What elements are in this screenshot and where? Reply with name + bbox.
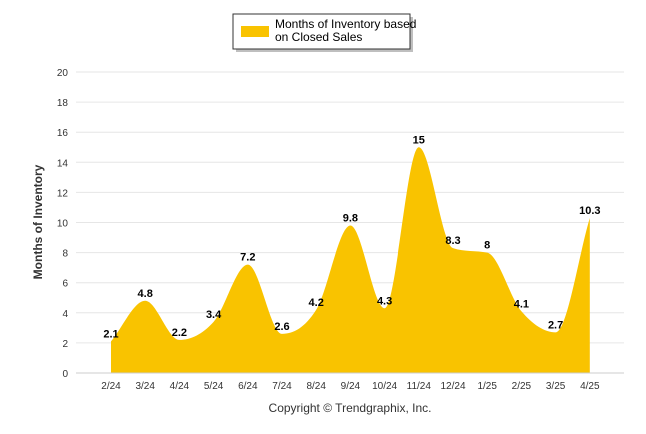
x-tick-label: 7/24 [272, 381, 292, 392]
data-label: 4.8 [138, 288, 153, 300]
y-tick-label: 12 [57, 188, 69, 199]
data-label: 2.6 [274, 321, 289, 333]
x-tick-label: 9/24 [341, 381, 361, 392]
data-label: 8.3 [445, 235, 460, 247]
data-label: 2.2 [172, 327, 187, 339]
copyright-text: Copyright © Trendgraphix, Inc. [269, 401, 432, 415]
data-labels: 2.1 4.8 2.2 3.4 7.2 2.6 4.2 9.8 4.3 15 8.3 8 4.1 2.7 1… [103, 134, 600, 340]
data-label: 2.1 [103, 328, 118, 340]
x-tick-label: 1/25 [477, 381, 497, 392]
legend: Months of Inventory based on Closed Sale… [232, 13, 416, 52]
y-tick-label: 14 [57, 158, 69, 169]
x-tick-label: 3/25 [546, 381, 566, 392]
x-tick-label: 10/24 [372, 381, 397, 392]
x-tick-label: 5/24 [204, 381, 224, 392]
legend-swatch [241, 26, 269, 37]
y-tick-label: 0 [62, 369, 68, 380]
y-tick-label: 16 [57, 128, 69, 139]
y-axis-title: Months of Inventory [31, 164, 45, 279]
x-tick-label: 8/24 [306, 381, 326, 392]
data-label: 15 [413, 134, 425, 146]
y-axis-ticks: 0 2 4 6 8 10 12 14 16 18 20 [57, 68, 69, 380]
x-tick-label: 4/24 [170, 381, 190, 392]
data-label: 10.3 [579, 205, 600, 217]
x-tick-label: 6/24 [238, 381, 258, 392]
x-tick-label: 3/24 [135, 381, 155, 392]
y-tick-label: 2 [62, 339, 68, 350]
data-label: 2.7 [548, 319, 563, 331]
x-tick-label: 4/25 [580, 381, 600, 392]
data-label: 9.8 [343, 213, 358, 225]
legend-line-1: Months of Inventory based [275, 17, 416, 31]
area-series [111, 147, 590, 373]
data-label: 7.2 [240, 252, 255, 264]
data-label: 4.3 [377, 295, 392, 307]
data-label: 8 [484, 240, 490, 252]
y-tick-label: 20 [57, 68, 69, 79]
y-tick-label: 6 [62, 279, 68, 290]
data-label: 4.1 [514, 298, 529, 310]
x-tick-label: 2/24 [101, 381, 121, 392]
x-tick-label: 12/24 [440, 381, 465, 392]
area-fill [111, 147, 590, 373]
data-label: 4.2 [309, 297, 324, 309]
y-tick-label: 18 [57, 98, 69, 109]
data-label: 3.4 [206, 309, 222, 321]
y-tick-label: 10 [57, 219, 69, 230]
y-tick-label: 4 [62, 309, 68, 320]
y-tick-label: 8 [62, 249, 68, 260]
x-axis-ticks: 2/24 3/24 4/24 5/24 6/24 7/24 8/24 9/24 10/24 11/… [101, 381, 600, 392]
x-tick-label: 11/24 [407, 381, 432, 392]
x-tick-label: 2/25 [512, 381, 532, 392]
legend-line-2: on Closed Sales [275, 30, 362, 44]
